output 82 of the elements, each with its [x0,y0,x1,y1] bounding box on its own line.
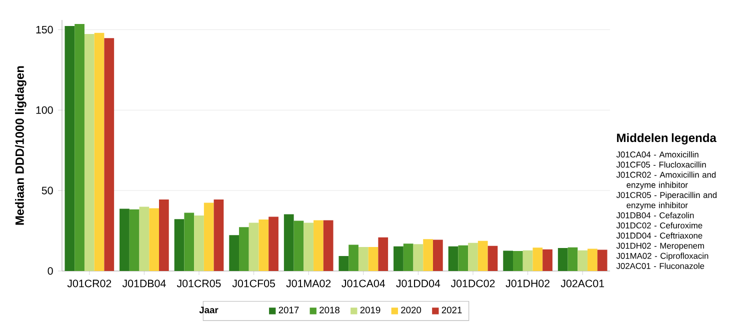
text: J01DC02 - Cefuroxime [616,222,702,228]
text: J01CR02 - Amoxicillin and enzyme inhibitor [616,172,716,190]
bar [578,250,588,271]
text: J02AC01 - Fluconazole [616,262,704,269]
bar [448,246,458,271]
bar [139,206,150,271]
x-tick-label: J01DH02 [506,280,550,288]
bar [378,237,388,271]
x-tick-label: J01CF05 [232,280,275,288]
bar [204,202,214,271]
bar [304,222,314,271]
legend-label: 2019 [360,306,380,314]
bar [488,246,498,271]
bar [194,215,204,271]
bar [104,38,114,271]
bar [368,247,378,271]
bar [468,242,478,271]
bar [458,245,468,271]
text: J01DB04 - Cefazolin [616,212,694,218]
bar [532,248,543,271]
legend-label: 2018 [320,306,340,314]
bar [403,244,414,271]
bar [338,256,349,271]
bar [214,200,224,271]
bar [174,219,184,271]
legend-label: 2020 [401,306,422,314]
bar [74,24,84,271]
bar [159,200,169,271]
bar [542,249,552,271]
text: J01DD04 - Ceftriaxone [616,232,702,239]
bar [394,246,404,271]
bar [229,235,240,271]
bar [294,220,304,271]
text: J01CR05 - Piperacillin and enzyme inhibitor [616,192,717,210]
x-tick-label: J01CR02 [67,280,112,288]
bar [314,220,324,271]
bar [258,220,269,271]
y-tick-label: 50 [42,186,53,194]
bar [149,208,159,271]
bar [268,216,278,271]
bar [64,26,75,271]
bar [284,214,294,271]
bar [478,240,488,271]
bar [423,239,433,271]
bar [513,251,523,271]
x-tick-label: J01CA04 [342,280,386,288]
bar [94,32,104,271]
bar [248,222,259,271]
bar [568,247,578,271]
bar [358,247,368,271]
x-tick-label: J02AC01 [560,280,604,288]
bar [184,212,194,271]
bar [558,248,568,271]
y-tick-label: 0 [48,267,53,275]
legend-label: 2017 [278,306,299,314]
y-axis-title: Mediaan DDD/1000 ligdagen [15,66,26,225]
text: J01CF05 - Flucloxacillin [616,161,706,168]
bar [432,240,443,271]
text: J01CA04 - Amoxicillin [616,151,698,158]
legend-title: Jaar [199,306,218,314]
bar [323,220,334,271]
bar [348,244,358,271]
text: J01MA02 - Ciprofloxacin [616,252,708,260]
bar [522,250,533,271]
bar [597,250,608,271]
y-tick-label: 150 [36,26,53,34]
bar [413,244,424,271]
bar [588,248,598,271]
x-tick-label: J01CR05 [176,280,221,288]
legend-label: 2021 [442,306,462,314]
bar [129,209,140,271]
x-tick-label: J01DB04 [122,280,166,288]
text: Middelen legenda [617,133,716,144]
bar [120,208,130,271]
x-tick-label: J01DD04 [396,280,440,288]
x-tick-label: J01DC02 [450,280,495,288]
bar [239,227,249,271]
x-tick-label: J01MA02 [286,280,331,288]
y-tick-label: 100 [36,106,53,114]
bar [503,250,513,271]
text: J01DH02 - Meropenem [616,242,704,250]
bar [84,34,94,271]
